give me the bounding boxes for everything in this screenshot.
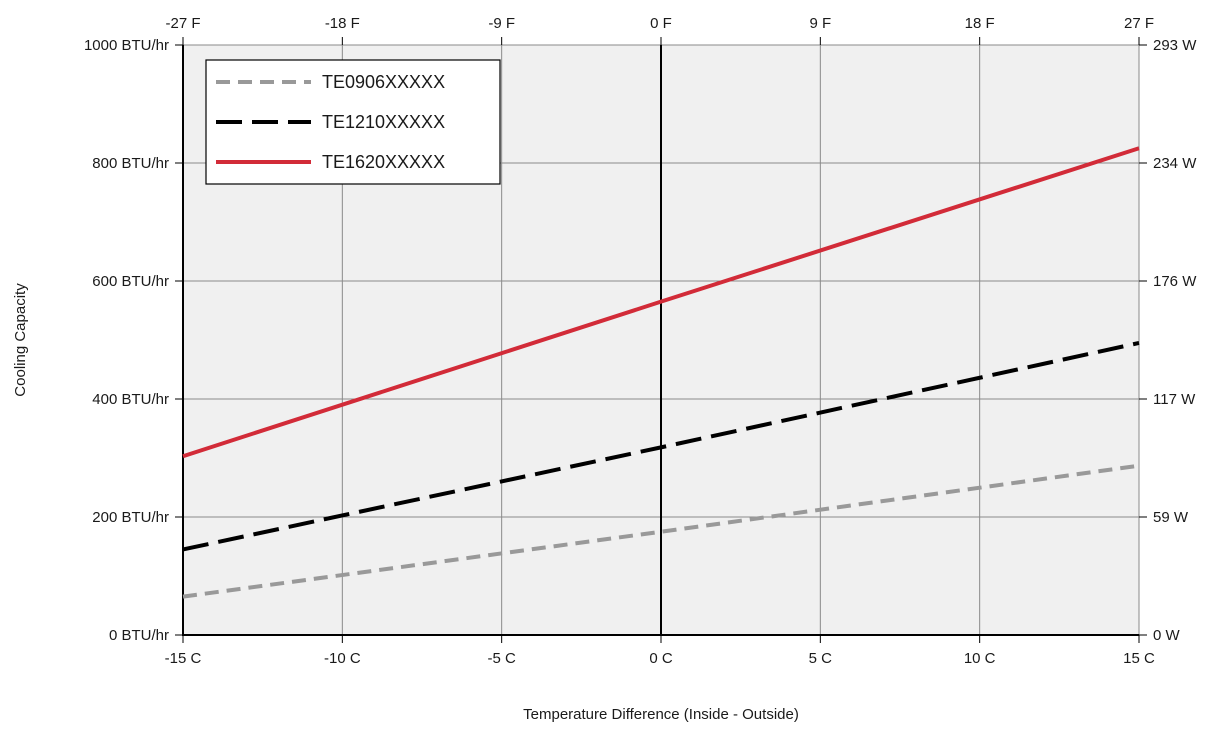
y-axis-title: Cooling Capacity [12,283,29,397]
y-tick-label: 800 BTU/hr [92,155,169,172]
y-right-tick-label: 234 W [1153,155,1197,172]
axes [175,37,1147,643]
x-top-tick-label: -18 F [325,15,360,32]
x-axis-title: Temperature Difference (Inside - Outside… [523,706,799,723]
y-right-tick-label: 117 W [1153,391,1196,408]
x-top-tick-label: -27 F [165,15,200,32]
y-right-tick-label: 59 W [1153,509,1189,526]
series-line-te0906xxxxx [182,463,1140,599]
y-tick-label: 1000 BTU/hr [84,37,169,54]
y-right-tick-label: 176 W [1153,273,1197,290]
x-tick-label: 5 C [809,650,833,667]
y-right-tick-label: 293 W [1153,37,1197,54]
y-right-tick-label: 0 W [1153,627,1181,644]
x-tick-label: 15 C [1123,650,1155,667]
x-top-tick-label: 27 F [1124,15,1154,32]
legend-label: TE0906XXXXX [322,72,445,92]
x-tick-label: -10 C [324,650,361,667]
legend-label: TE1620XXXXX [322,152,445,172]
y-tick-label: 200 BTU/hr [92,509,169,526]
y-tick-label: 400 BTU/hr [92,391,169,408]
series-line-te1620xxxxx [182,146,1140,459]
x-tick-label: 10 C [964,650,996,667]
x-top-tick-label: 18 F [965,15,995,32]
legend: TE0906XXXXX TE1210XXXXX TE1620XXXXX [205,59,501,185]
x-tick-label: -5 C [487,650,516,667]
legend-label: TE1210XXXXX [322,112,445,132]
y-tick-label: 600 BTU/hr [92,273,169,290]
series-line-te1210xxxxx [182,340,1140,552]
x-top-tick-label: -9 F [488,15,515,32]
x-top-tick-label: 0 F [650,15,672,32]
x-tick-label: 0 C [649,650,673,667]
tick-labels: -15 C -27 F -10 C -18 F -5 C -9 F 0 C 0 F 5 C 9 F… [84,15,1197,667]
series-lines [182,146,1140,599]
y-tick-label: 0 BTU/hr [109,627,169,644]
x-top-tick-label: 9 F [809,15,831,32]
x-tick-label: -15 C [165,650,202,667]
